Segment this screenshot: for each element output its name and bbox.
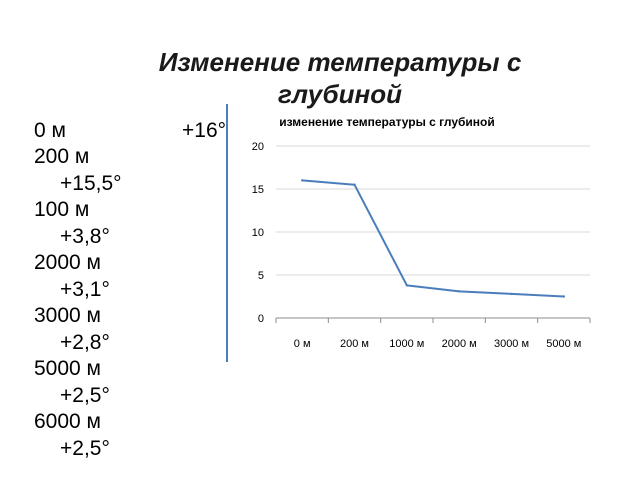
x-tick-label: 200 м	[340, 338, 369, 350]
x-tick-label: 3000 м	[494, 338, 529, 350]
list-item: 0 м +16°	[34, 117, 244, 144]
chart-title: изменение температуры с глубиной	[279, 115, 495, 129]
chart-series	[300, 179, 566, 298]
y-tick-label: 15	[252, 184, 264, 196]
x-axis	[275, 317, 591, 323]
series-line	[302, 179, 564, 298]
y-tick-label: 5	[258, 270, 264, 282]
x-tick-label: 2000 м	[442, 338, 477, 350]
list-item: 100 м +3,8°	[34, 196, 244, 250]
data-point	[457, 290, 461, 293]
y-tick-label: 10	[252, 227, 264, 239]
list-item: 2000 м +3,1°	[34, 249, 244, 303]
data-point	[405, 284, 409, 287]
list-item-depth: 6000 м	[34, 410, 101, 433]
list-item-depth: 0 м	[34, 119, 66, 142]
list-item-temperature: +3,1°	[60, 278, 110, 301]
depth-temperature-list: 0 м +16° 200 м +15,5° 100 м +3,8° 2000 м …	[34, 117, 244, 461]
data-point	[300, 179, 304, 182]
list-item-depth: 100 м	[34, 198, 90, 221]
list-item-temperature: +3,8°	[60, 225, 110, 248]
list-item-depth: 2000 м	[34, 251, 101, 274]
chart-gridlines	[276, 145, 590, 319]
x-tick-label: 0 м	[294, 338, 311, 350]
list-item-depth: 5000 м	[34, 357, 101, 380]
list-item-temperature: +16°	[182, 119, 227, 142]
slide-title: Изменение температуры с глубиной	[158, 47, 522, 109]
x-axis-tick-labels: 0 м 200 м 1000 м 2000 м 3000 м 5000 м	[294, 338, 582, 350]
list-item-temperature: +2,5°	[60, 437, 110, 460]
line-chart: изменение температуры с глубиной 0 5 10 15 2…	[252, 115, 591, 350]
list-item: 5000 м +2,5°	[34, 355, 244, 409]
list-item-depth: 3000 м	[34, 304, 101, 327]
vertical-divider	[226, 104, 228, 362]
x-tick-label: 1000 м	[389, 338, 424, 350]
data-point	[510, 292, 513, 296]
list-item-temperature: +2,5°	[60, 384, 110, 407]
list-item: 200 м +15,5°	[34, 143, 244, 197]
list-item-depth: 200 м	[34, 145, 90, 168]
list-item: 3000 м +2,8°	[34, 302, 244, 356]
y-axis-tick-labels: 0 5 10 15 20	[252, 141, 264, 325]
list-item-temperature: +15,5°	[60, 172, 122, 195]
x-tick-label: 5000 м	[546, 338, 581, 350]
y-tick-label: 20	[252, 141, 264, 153]
list-item-temperature: +2,8°	[60, 331, 110, 354]
y-tick-label: 0	[258, 313, 264, 325]
data-point	[353, 183, 356, 186]
data-point	[562, 295, 566, 298]
list-item: 6000 м +2,5°	[34, 408, 244, 462]
